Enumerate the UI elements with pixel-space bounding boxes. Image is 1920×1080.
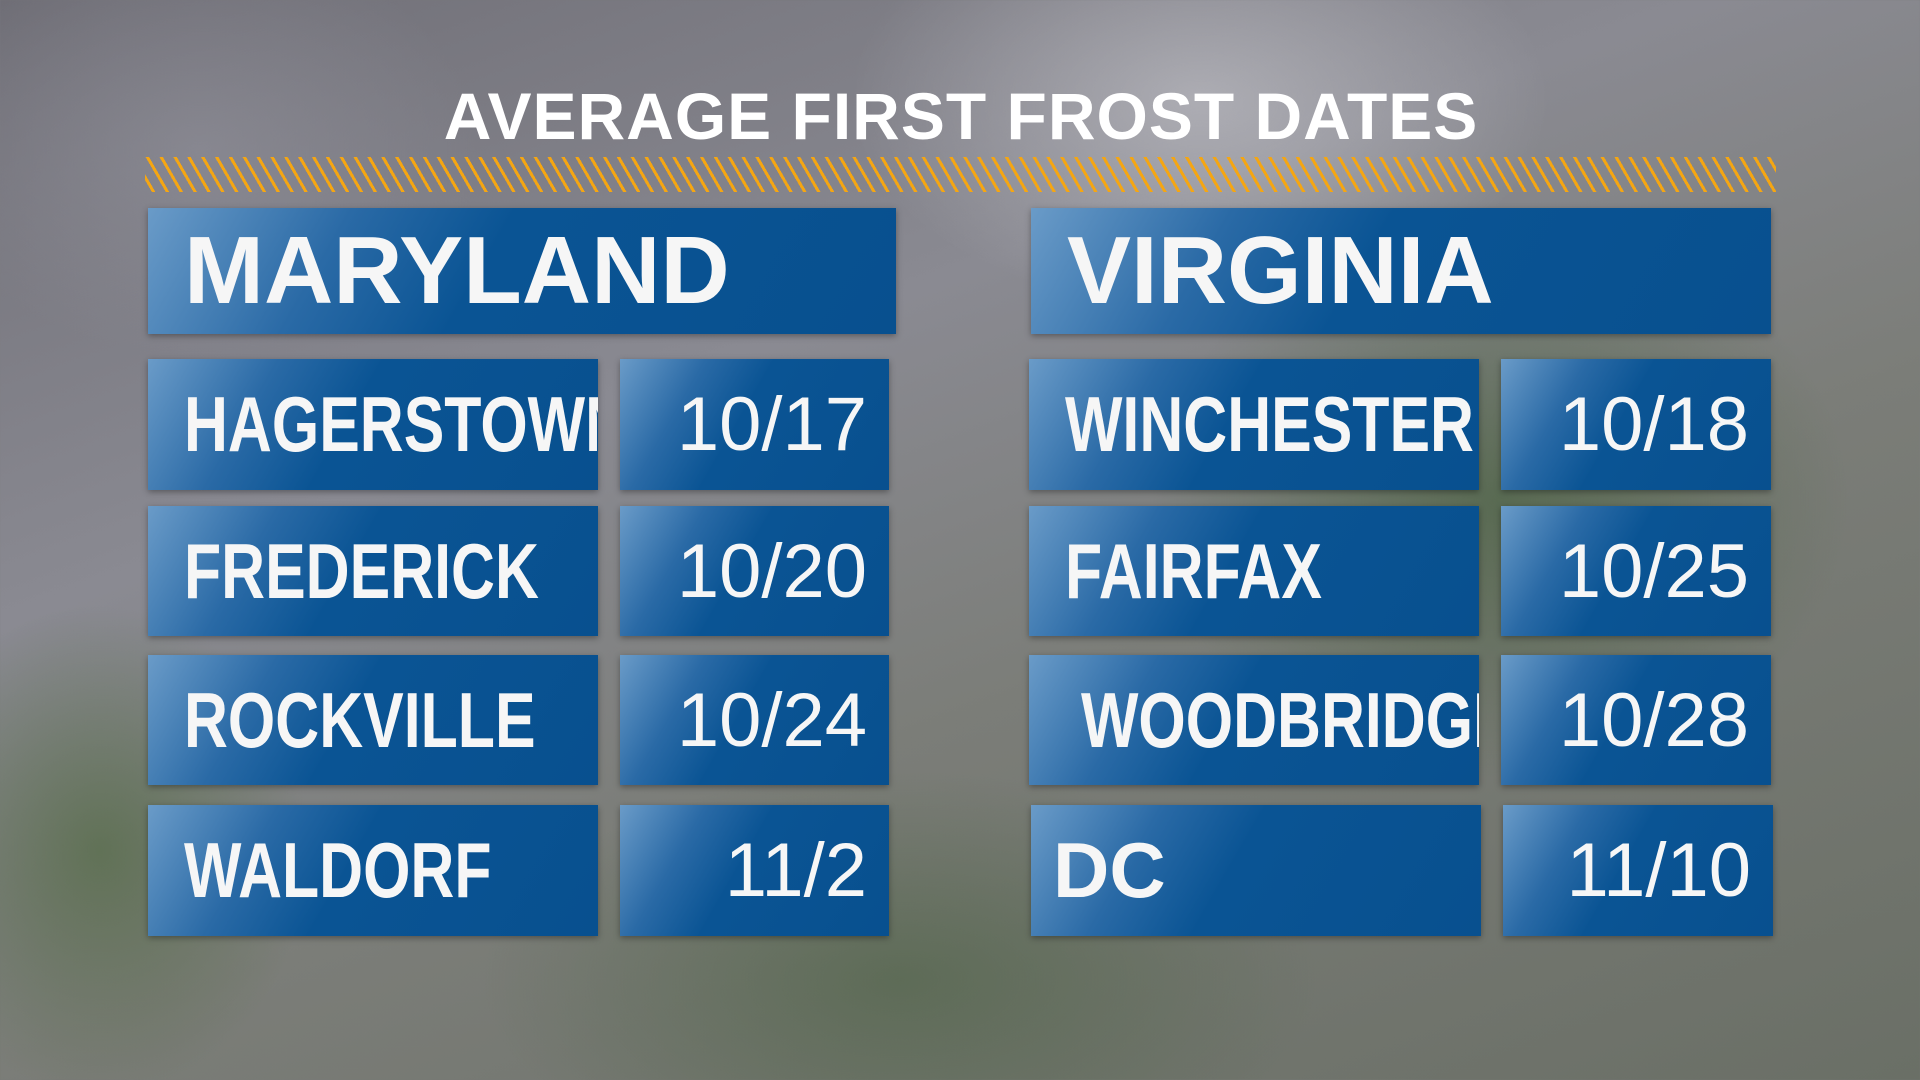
maryland-header: MARYLAND xyxy=(148,208,896,334)
maryland-header-label: MARYLAND xyxy=(184,217,730,324)
virginia-city-row-1: WINCHESTER xyxy=(1029,359,1479,490)
virginia-city-row-4: DC xyxy=(1031,805,1481,936)
maryland-city-row-1: HAGERSTOWN xyxy=(148,359,598,490)
city-label: FAIRFAX xyxy=(1065,526,1322,615)
date-label: 10/18 xyxy=(1558,382,1749,467)
date-label: 10/24 xyxy=(676,677,867,763)
maryland-date-row-2: 10/20 xyxy=(620,506,889,636)
city-label: FREDERICK xyxy=(184,526,539,615)
city-label: WOODBRIDGE xyxy=(1081,675,1479,764)
city-label: WINCHESTER xyxy=(1065,380,1474,468)
maryland-city-row-3: ROCKVILLE xyxy=(148,655,598,785)
date-label: 11/2 xyxy=(724,828,867,913)
date-label: 10/20 xyxy=(676,528,867,614)
virginia-date-row-2: 10/25 xyxy=(1501,506,1771,636)
date-label: 11/10 xyxy=(1566,828,1751,913)
date-label: 10/17 xyxy=(676,382,867,467)
maryland-date-row-4: 11/2 xyxy=(620,805,889,936)
virginia-date-row-4: 11/10 xyxy=(1503,805,1773,936)
maryland-date-row-1: 10/17 xyxy=(620,359,889,490)
maryland-city-row-4: WALDORF xyxy=(148,805,598,936)
city-label: DC xyxy=(1053,826,1166,914)
virginia-header: VIRGINIA xyxy=(1031,208,1771,334)
virginia-city-row-3: WOODBRIDGE xyxy=(1029,655,1479,785)
date-label: 10/28 xyxy=(1558,677,1749,763)
decorative-stripe-band xyxy=(145,157,1776,192)
city-label: HAGERSTOWN xyxy=(184,380,598,468)
city-label: ROCKVILLE xyxy=(184,675,536,764)
virginia-city-row-2: FAIRFAX xyxy=(1029,506,1479,636)
maryland-city-row-2: FREDERICK xyxy=(148,506,598,636)
page-title: AVERAGE FIRST FROST DATES xyxy=(443,79,1479,153)
date-label: 10/25 xyxy=(1558,528,1749,614)
city-label: WALDORF xyxy=(184,826,492,914)
virginia-date-row-3: 10/28 xyxy=(1501,655,1771,785)
virginia-date-row-1: 10/18 xyxy=(1501,359,1771,490)
virginia-header-label: VIRGINIA xyxy=(1067,217,1494,324)
maryland-date-row-3: 10/24 xyxy=(620,655,889,785)
